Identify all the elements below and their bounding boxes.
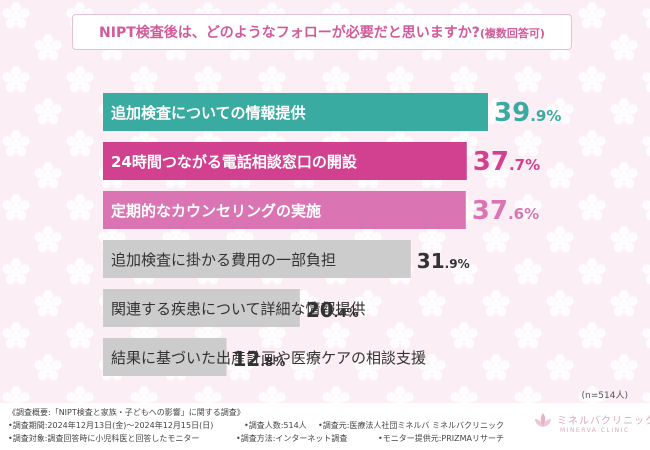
value-label-6: 12.8%: [233, 347, 286, 371]
question-note: (複数回答可): [479, 27, 545, 40]
bar-label-5: 関連する疾患について詳細な情報提供: [111, 300, 366, 318]
logo-text-jp: ミネルバクリニック: [557, 416, 650, 427]
value-label-5: 20.4%: [306, 298, 359, 322]
question-banner: NIPT検査後は、どのようなフォローが必要だと思いますか?(複数回答可): [72, 14, 572, 50]
footer-provider: •モニター提供元:PRIZMAリサーチ: [378, 434, 505, 443]
bar-label-1: 追加検査についての情報提供: [111, 104, 306, 122]
bar-5: [103, 289, 300, 327]
survey-footer: 《調査概要:「NIPT検査と家族・子どもへの影響」に関する調査》 •調査期間:2…: [0, 403, 650, 450]
value-label-3: 37.6%: [472, 196, 539, 226]
bar-1: [103, 93, 488, 131]
lotus-logo-icon: [535, 413, 551, 427]
footer-period: •調査期間:2024年12月13日(金)〜2024年12月15日(日): [8, 421, 214, 430]
bar-label-3: 定期的なカウンセリングの実施: [111, 202, 321, 220]
sample-size-label: (n=514人): [581, 391, 628, 401]
bar-6: [103, 338, 227, 376]
footer-survey-title: 《調査概要:「NIPT検査と家族・子どもへの影響」に関する調査》: [8, 408, 245, 417]
question-box: [72, 14, 572, 50]
value-label-2: 37.7%: [473, 147, 540, 177]
footer-target: •調査対象:調査回答時に小児科医と回答したモニター: [8, 434, 200, 443]
bar-2: [103, 142, 467, 180]
bar-label-4: 追加検査に掛かる費用の一部負担: [111, 251, 336, 269]
question-text: NIPT検査後は、どのようなフォローが必要だと思いますか?(複数回答可): [99, 25, 545, 41]
footer-conductor: •調査元:医療法人社団ミネルバ ミネルバクリニック: [318, 421, 504, 430]
footer-method: •調査方法:インターネット調査: [236, 434, 348, 443]
value-label-1: 39.9%: [494, 98, 561, 128]
footer-respondents: •調査人数:514人: [244, 421, 307, 430]
bar-label-6: 結果に基づいた出産計画や医療ケアの相談支援: [111, 349, 426, 367]
logo-text-en: MINERVA CLINIC: [560, 427, 630, 434]
value-label-4: 31.9%: [417, 249, 470, 273]
bar-label-2: 24時間つながる電話相談窓口の開設: [111, 153, 358, 171]
bar-3: [103, 191, 466, 229]
bar-4: [103, 240, 411, 278]
bar-chart: 追加検査についての情報提供 39.9% 24時間つながる電話相談窓口の開設 37.7%…: [103, 93, 561, 376]
